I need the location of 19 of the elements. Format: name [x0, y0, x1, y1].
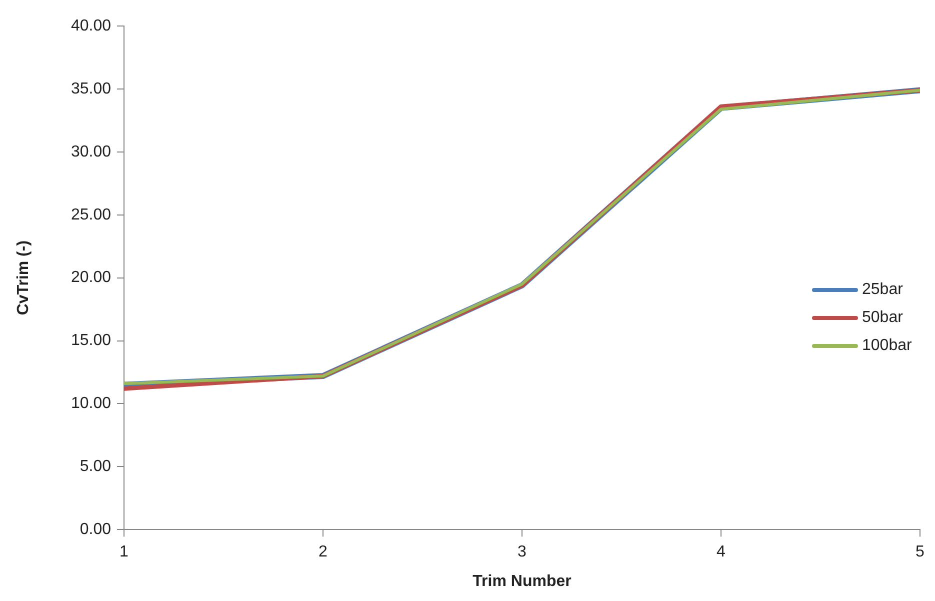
- y-tick-label: 0.00: [80, 521, 112, 538]
- legend-label: 50bar: [862, 308, 903, 327]
- y-tick-label: 10.00: [70, 395, 112, 412]
- x-axis-title: Trim Number: [472, 572, 572, 590]
- x-tick-label: 1: [120, 544, 129, 561]
- x-tick-label: 3: [518, 544, 527, 561]
- y-tick-label: 5.00: [80, 458, 112, 476]
- y-tick-label: 35.00: [70, 80, 112, 98]
- x-tick-label: 4: [716, 544, 726, 561]
- y-tick-label: 25.00: [70, 206, 112, 224]
- legend-label: 25bar: [862, 280, 903, 299]
- y-tick-label: 30.00: [70, 143, 112, 160]
- y-tick-label: 40.00: [70, 17, 112, 34]
- legend-label: 100bar: [862, 336, 912, 355]
- y-tick-label: 20.00: [70, 269, 112, 286]
- x-tick-label: 5: [916, 544, 925, 561]
- y-tick-label: 15.00: [70, 332, 112, 350]
- x-tick-label: 2: [318, 544, 328, 561]
- y-axis-title: CvTrim (-): [15, 240, 32, 316]
